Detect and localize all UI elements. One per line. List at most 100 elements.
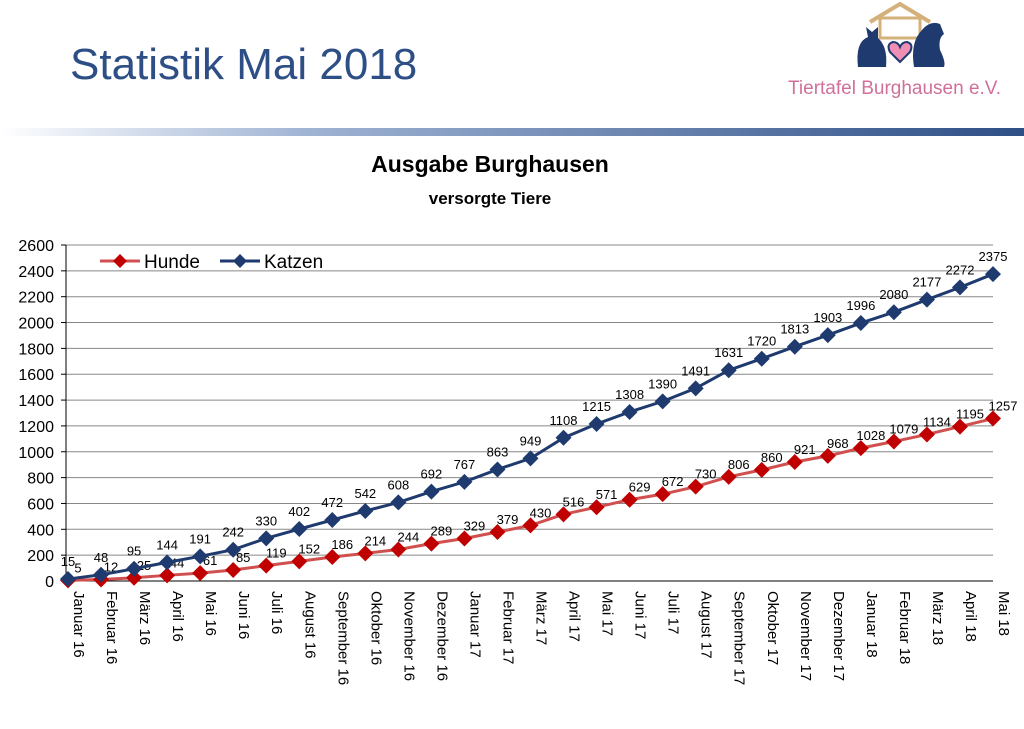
x-tick-label: Januar 16 bbox=[70, 591, 87, 658]
data-label: 1028 bbox=[856, 428, 885, 443]
data-point-katzen bbox=[159, 554, 176, 571]
data-point-katzen bbox=[126, 560, 143, 577]
data-point-katzen bbox=[654, 393, 671, 410]
x-tick-label: April 16 bbox=[169, 591, 186, 642]
data-label: 330 bbox=[255, 513, 277, 528]
data-point-katzen bbox=[390, 494, 407, 511]
data-label: 2272 bbox=[946, 262, 975, 277]
data-point-hunde bbox=[291, 553, 308, 570]
y-tick-label: 600 bbox=[27, 496, 54, 513]
data-label: 730 bbox=[695, 467, 717, 482]
y-tick-label: 1400 bbox=[18, 393, 54, 410]
data-point-hunde bbox=[786, 453, 803, 470]
data-point-hunde bbox=[192, 565, 209, 582]
x-tick-label: November 17 bbox=[797, 591, 814, 681]
x-tick-label: Oktober 17 bbox=[764, 591, 781, 665]
data-label: 863 bbox=[487, 444, 509, 459]
data-point-katzen bbox=[423, 483, 440, 500]
y-tick-label: 1600 bbox=[18, 367, 54, 384]
chart-title: Ausgabe Burghausen bbox=[371, 151, 609, 177]
data-label: 1813 bbox=[780, 322, 809, 337]
data-label: 806 bbox=[728, 457, 750, 472]
data-label: 1631 bbox=[714, 345, 743, 360]
data-label: 516 bbox=[563, 494, 585, 509]
x-tick-label: Oktober 16 bbox=[367, 591, 384, 665]
data-point-hunde bbox=[522, 517, 539, 534]
x-tick-label: September 17 bbox=[731, 591, 748, 685]
x-tick-label: September 16 bbox=[334, 591, 351, 685]
data-point-katzen bbox=[852, 315, 869, 332]
data-point-hunde bbox=[654, 486, 671, 503]
data-label: 629 bbox=[629, 480, 651, 495]
data-point-hunde bbox=[489, 524, 506, 541]
data-label: 1215 bbox=[582, 399, 611, 414]
data-label: 968 bbox=[827, 436, 849, 451]
data-point-hunde bbox=[324, 548, 341, 565]
data-label: 2375 bbox=[979, 249, 1008, 264]
data-label: 1720 bbox=[747, 334, 776, 349]
x-tick-label: Dezember 16 bbox=[433, 591, 450, 681]
data-point-katzen bbox=[555, 429, 572, 446]
data-point-katzen bbox=[258, 530, 275, 547]
data-label: 2177 bbox=[912, 275, 941, 290]
data-point-katzen bbox=[588, 415, 605, 432]
data-point-hunde bbox=[258, 557, 275, 574]
data-point-hunde bbox=[918, 426, 935, 443]
x-tick-label: August 17 bbox=[698, 591, 715, 659]
legend-marker bbox=[233, 254, 247, 268]
y-tick-label: 2200 bbox=[18, 290, 54, 307]
data-label: 2080 bbox=[879, 287, 908, 302]
data-point-hunde bbox=[456, 530, 473, 547]
data-label: 186 bbox=[331, 537, 353, 552]
y-tick-label: 1200 bbox=[18, 419, 54, 436]
data-point-hunde bbox=[357, 545, 374, 562]
data-label: 571 bbox=[596, 487, 618, 502]
data-label: 767 bbox=[454, 457, 476, 472]
data-point-hunde bbox=[390, 541, 407, 558]
data-point-katzen bbox=[985, 266, 1001, 283]
data-point-katzen bbox=[885, 304, 902, 321]
data-point-katzen bbox=[687, 380, 704, 397]
data-point-katzen bbox=[489, 461, 506, 478]
data-point-katzen bbox=[621, 403, 638, 420]
data-label: 472 bbox=[321, 495, 343, 510]
data-point-katzen bbox=[456, 473, 473, 490]
slide-title: Statistik Mai 2018 bbox=[70, 40, 418, 89]
data-point-hunde bbox=[159, 567, 176, 584]
data-point-katzen bbox=[93, 566, 110, 583]
data-label: 1308 bbox=[615, 387, 644, 402]
x-tick-label: Februar 16 bbox=[103, 591, 120, 664]
x-tick-label: Juni 17 bbox=[632, 591, 649, 639]
y-tick-label: 800 bbox=[27, 471, 54, 488]
data-point-katzen bbox=[819, 327, 836, 344]
y-tick-label: 2600 bbox=[18, 238, 54, 255]
data-point-katzen bbox=[192, 548, 209, 565]
data-label: 672 bbox=[662, 474, 684, 489]
data-label: 379 bbox=[497, 512, 519, 527]
data-label: 242 bbox=[222, 525, 244, 540]
data-label: 85 bbox=[236, 550, 250, 565]
data-point-hunde bbox=[852, 440, 869, 457]
data-label: 289 bbox=[431, 524, 453, 539]
data-label: 860 bbox=[761, 450, 783, 465]
data-label: 15 bbox=[61, 554, 75, 569]
data-point-katzen bbox=[720, 362, 737, 379]
data-label: 5 bbox=[74, 560, 81, 575]
y-tick-label: 2000 bbox=[18, 316, 54, 333]
x-tick-label: Mai 18 bbox=[995, 591, 1012, 636]
y-tick-label: 1000 bbox=[18, 445, 54, 462]
legend-label: Katzen bbox=[264, 252, 323, 273]
data-point-hunde bbox=[753, 461, 770, 478]
y-tick-label: 400 bbox=[27, 522, 54, 539]
data-point-hunde bbox=[687, 478, 704, 495]
data-label: 214 bbox=[364, 533, 386, 548]
data-label: 402 bbox=[288, 504, 310, 519]
line-chart: Ausgabe Burghausen versorgte Tiere 0 200 4… bbox=[18, 151, 1017, 685]
data-point-katzen bbox=[918, 291, 935, 308]
data-point-katzen bbox=[357, 502, 374, 519]
y-tick-label: 1800 bbox=[18, 341, 54, 358]
data-point-hunde bbox=[985, 410, 1001, 427]
x-tick-label: Juli 17 bbox=[665, 591, 682, 634]
data-label: 1079 bbox=[889, 422, 918, 437]
data-label: 1195 bbox=[956, 407, 984, 422]
